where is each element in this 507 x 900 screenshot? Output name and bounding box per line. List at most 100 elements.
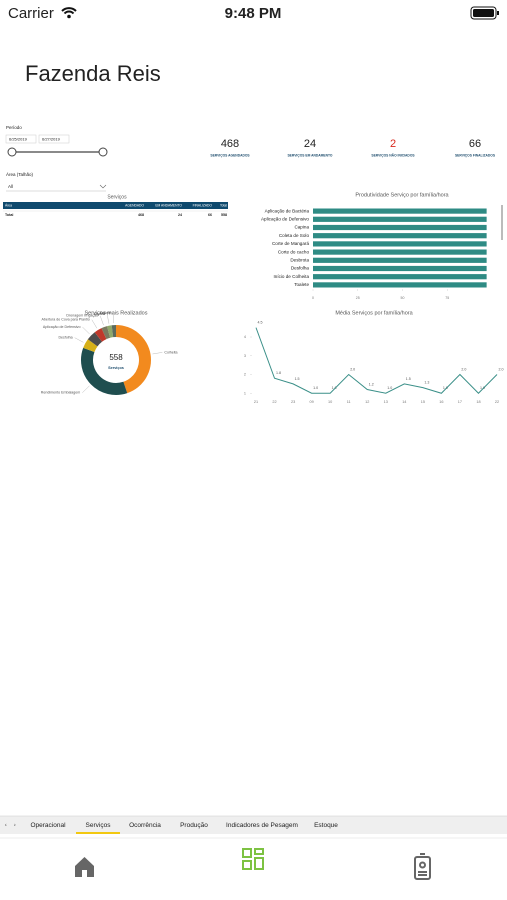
value-label: 1.0 <box>387 386 392 390</box>
home-door <box>82 870 87 877</box>
kpi-value: 468 <box>221 138 239 150</box>
chart-title: Serviços mais Realizados <box>85 310 148 316</box>
donut-slice <box>83 339 98 353</box>
active-tab-indicator <box>76 832 120 834</box>
x-tick-label: 22 <box>495 400 499 404</box>
bar <box>313 257 487 263</box>
bar <box>313 216 487 222</box>
slice-label: Capina <box>94 312 105 316</box>
donut-center-label: Serviços <box>108 366 124 370</box>
value-label: 1.0 <box>480 386 485 390</box>
end-date-box[interactable] <box>38 134 70 144</box>
donut-slice <box>87 332 103 347</box>
value-label: 1.5 <box>406 377 411 381</box>
bar <box>313 282 487 288</box>
start-date-box[interactable] <box>5 134 37 144</box>
leader-line <box>74 337 84 343</box>
end-date: 6/27/2019 <box>42 137 61 142</box>
tab[interactable]: Operacional <box>30 822 66 829</box>
bar <box>313 249 487 255</box>
bar <box>313 265 487 272</box>
x-tick-label: 21 <box>254 400 258 404</box>
kpi-value: 2 <box>390 138 396 150</box>
kpi-label: SERVIÇOS FINALIZADOS <box>455 153 496 157</box>
start-date: 6/25/2019 <box>9 137 28 142</box>
bar <box>313 208 487 214</box>
donut-slice <box>107 325 114 338</box>
slice-label: Rendimento Embalagem <box>41 391 81 395</box>
kpi-label: SERVIÇOS AGENDADOS <box>210 153 250 157</box>
value-label: 2.0 <box>350 367 355 371</box>
value-label: 2.0 <box>461 367 466 371</box>
slice-label: Abertura de Cova para Plantio <box>41 318 89 322</box>
value-label: 4.5 <box>258 321 263 325</box>
y-tick-label: Toalete <box>294 282 309 287</box>
dropdown-arrow[interactable] <box>99 184 107 189</box>
scrollbar <box>501 205 503 240</box>
area-value: All <box>8 184 13 189</box>
leader-line <box>106 313 110 324</box>
x-tick-label: 10 <box>328 400 332 404</box>
tab[interactable]: Ocorrência <box>129 822 161 829</box>
y-tick-label: Corte de Mangará <box>272 241 309 246</box>
x-tick-label: 75 <box>445 296 449 300</box>
kpi-value: 24 <box>304 138 316 150</box>
table-header-cell: FINALIZADO <box>193 204 213 208</box>
tab[interactable]: Indicadores de Pesagem <box>226 822 298 829</box>
leader-line <box>112 313 114 324</box>
y-tick-label: Início de Colheita <box>274 274 310 279</box>
badge-icon[interactable] <box>414 853 431 880</box>
y-tick-label: 3 <box>244 354 246 358</box>
slider-handle[interactable] <box>7 147 17 157</box>
leader-line <box>82 385 90 393</box>
tab-scroll-right[interactable]: › <box>14 822 16 828</box>
x-tick-label: 15 <box>421 400 425 404</box>
tab-scroll-left[interactable]: ‹ <box>5 822 7 828</box>
slice-label: Toalete <box>99 311 111 315</box>
table-cell: 558 <box>221 213 227 217</box>
tab[interactable]: Serviços <box>86 822 112 829</box>
y-tick-label: 2 <box>244 373 246 377</box>
battery-tip <box>497 11 499 15</box>
x-tick-label: 23 <box>291 400 295 404</box>
tab[interactable]: Produção <box>180 822 208 829</box>
chart-title: Produtividade Serviço por família/hora <box>355 192 449 198</box>
slider-handle[interactable] <box>98 147 108 157</box>
y-tick-label: 4 <box>244 335 246 339</box>
x-tick-label: 50 <box>401 296 405 300</box>
table-header-cell: Área <box>5 204 12 208</box>
y-tick-label: Desfolha <box>291 266 310 271</box>
y-tick-label: Capina <box>294 225 309 230</box>
table-cell: 24 <box>178 213 182 217</box>
tab-strip <box>0 816 507 834</box>
bar <box>313 224 487 231</box>
value-label: 1.0 <box>332 386 337 390</box>
y-tick-label: Aplicação de Bactéria <box>265 208 310 213</box>
leader-line <box>91 319 98 329</box>
bar <box>313 241 487 247</box>
tab[interactable]: Estoque <box>314 822 338 829</box>
slice-label: Colheita <box>164 350 177 354</box>
value-label: 1.0 <box>313 386 318 390</box>
table-header-cell: Total <box>220 204 227 208</box>
table-cell: 468 <box>138 213 144 217</box>
x-tick-label: 17 <box>458 400 462 404</box>
clock: 9:48 PM <box>225 5 282 22</box>
line <box>255 327 498 394</box>
x-tick-label: 14 <box>402 400 406 404</box>
table-header-cell: EM ANDAMENTO <box>155 204 182 208</box>
x-tick-label: 09 <box>309 400 313 404</box>
bar <box>313 274 487 280</box>
slice-label: Drenagem Irrigação <box>66 314 98 318</box>
table-header <box>3 202 228 209</box>
y-tick-label: 1 <box>244 391 246 395</box>
slice-label: Desfolha <box>58 336 72 340</box>
table-cell: 66 <box>208 213 212 217</box>
x-tick-label: 11 <box>347 400 351 404</box>
donut-center-value: 558 <box>109 353 123 362</box>
home-icon[interactable] <box>75 857 94 877</box>
donut-slice <box>101 326 111 340</box>
dashboard-icon[interactable] <box>242 848 264 870</box>
